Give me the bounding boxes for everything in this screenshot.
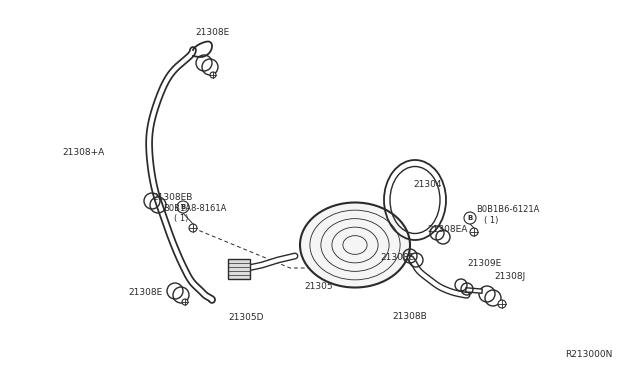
Text: B: B: [180, 204, 186, 210]
Text: 21308E: 21308E: [195, 28, 229, 37]
Text: 21304: 21304: [413, 180, 442, 189]
Bar: [228, 259, 250, 279]
Circle shape: [177, 201, 189, 213]
Text: 21308J: 21308J: [494, 272, 525, 281]
Ellipse shape: [300, 202, 410, 288]
Circle shape: [189, 224, 197, 232]
Text: ( 1): ( 1): [484, 216, 499, 225]
Text: B0B1A8-8161A: B0B1A8-8161A: [163, 204, 227, 213]
Circle shape: [498, 300, 506, 308]
Text: 21308EA: 21308EA: [427, 225, 467, 234]
Circle shape: [470, 228, 478, 236]
Text: 21305: 21305: [304, 282, 333, 291]
Text: 21305D: 21305D: [228, 313, 264, 322]
Text: 21308E: 21308E: [128, 288, 163, 297]
Text: ( 1): ( 1): [174, 214, 188, 223]
Text: R213000N: R213000N: [565, 350, 612, 359]
Text: 21308+A: 21308+A: [62, 148, 104, 157]
Text: B0B1B6-6121A: B0B1B6-6121A: [476, 205, 540, 214]
Text: B: B: [467, 215, 472, 221]
Circle shape: [210, 72, 216, 78]
Text: 21309E: 21309E: [467, 259, 501, 268]
Text: 21308E: 21308E: [380, 253, 414, 262]
Circle shape: [182, 299, 188, 305]
Text: 21308EB: 21308EB: [152, 193, 193, 202]
Text: 21308B: 21308B: [392, 312, 427, 321]
Circle shape: [464, 212, 476, 224]
